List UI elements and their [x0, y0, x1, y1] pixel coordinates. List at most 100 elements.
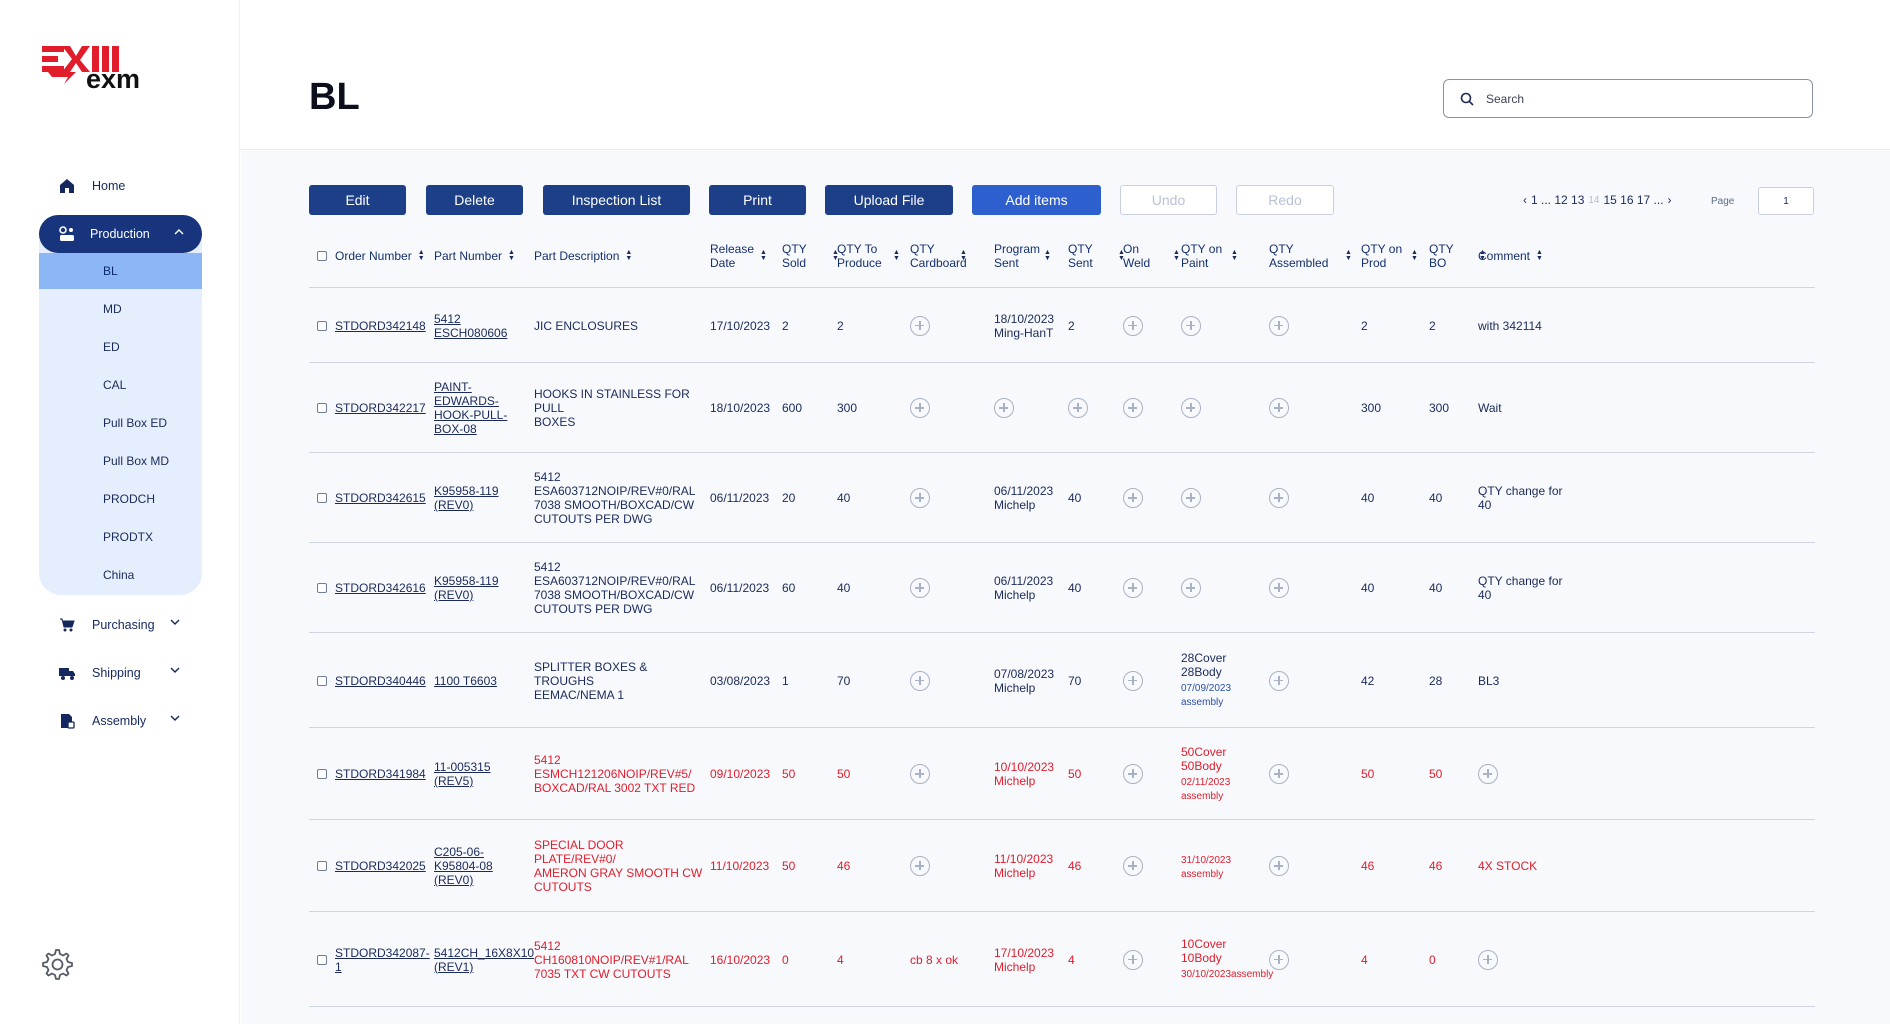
sort-icon[interactable]: ▲ ▼ — [1173, 249, 1180, 262]
part-number-link[interactable]: C205-06-K95804-08 (REV0) — [434, 845, 493, 887]
undo-button[interactable]: Undo — [1120, 185, 1217, 215]
add-circle-icon[interactable] — [1269, 949, 1289, 970]
order-number-link[interactable]: STDORD342217 — [335, 401, 426, 415]
page-links-leading[interactable]: 1 ... 12 13 — [1531, 193, 1585, 207]
nav-assembly[interactable]: Assembly — [58, 710, 180, 732]
table-row[interactable]: STDORD342615 K95958-119 (REV0) 5412 ESA603… — [309, 453, 1815, 543]
table-row[interactable]: STDORD342087-1 5412CH_16X8X10 (REV1) 5412 … — [309, 912, 1815, 1007]
part-number-link[interactable]: 5412CH_16X8X10 (REV1) — [434, 945, 535, 974]
add-circle-icon[interactable] — [910, 856, 930, 876]
add-circle-icon[interactable] — [1123, 578, 1143, 598]
page-number-input[interactable] — [1758, 187, 1814, 215]
add-circle-icon[interactable] — [910, 488, 930, 508]
add-circle-icon[interactable] — [1123, 398, 1143, 418]
add-circle-icon[interactable] — [910, 578, 930, 598]
column-header-program[interactable]: Program Sent ▲ ▼ — [994, 235, 1051, 277]
sidebar-item-ed[interactable]: ED — [103, 340, 120, 354]
sidebar-item-china[interactable]: China — [103, 568, 135, 582]
add-circle-icon[interactable] — [1269, 856, 1289, 876]
table-row[interactable]: STDORD341984 11-005315 (REV5) 5412 ESMCH12… — [309, 728, 1815, 820]
add-circle-icon[interactable] — [994, 398, 1014, 418]
nav-purchasing[interactable]: Purchasing — [58, 614, 180, 636]
gear-icon[interactable] — [38, 946, 74, 982]
sidebar-item-pull-box-ed[interactable]: Pull Box ED — [103, 416, 168, 430]
select-all-checkbox[interactable] — [317, 251, 327, 261]
order-number-link[interactable]: STDORD340446 — [335, 673, 426, 688]
page-links-trailing[interactable]: 15 16 17 ... — [1603, 193, 1664, 207]
sort-icon[interactable]: ▲ ▼ — [1536, 249, 1543, 262]
part-number-link[interactable]: 1100 T6603 — [434, 673, 497, 688]
sort-icon[interactable]: ▲ ▼ — [832, 249, 839, 262]
add-circle-icon[interactable] — [1123, 315, 1143, 336]
part-number-link[interactable]: PAINT-EDWARDS- HOOK-PULL- BOX-08 — [434, 380, 508, 436]
sort-icon[interactable]: ▲ ▼ — [1411, 249, 1418, 262]
column-header-bo[interactable]: QTY BO ▲ ▼ — [1429, 235, 1486, 277]
column-header-part[interactable]: Part Number ▲ ▼ — [434, 235, 515, 277]
add-circle-icon[interactable] — [1478, 949, 1498, 970]
add-circle-icon[interactable] — [1181, 488, 1201, 508]
row-checkbox[interactable] — [317, 320, 327, 331]
search-input[interactable] — [1486, 91, 1786, 106]
sort-icon[interactable]: ▲ ▼ — [1231, 249, 1238, 262]
column-header-comment[interactable]: Comment ▲ ▼ — [1478, 235, 1543, 277]
sort-icon[interactable]: ▲ ▼ — [960, 249, 967, 262]
order-number-link[interactable]: STDORD342148 — [335, 318, 426, 333]
column-header-weld[interactable]: On Weld ▲ ▼ — [1123, 235, 1180, 277]
order-number-link[interactable]: STDORD342615 — [335, 491, 426, 505]
nav-shipping[interactable]: Shipping — [58, 662, 180, 684]
sort-icon[interactable]: ▲ ▼ — [508, 249, 515, 262]
add-circle-icon[interactable] — [1269, 578, 1289, 598]
column-header-desc[interactable]: Part Description ▲ ▼ — [534, 235, 632, 277]
add-circle-icon[interactable] — [1269, 670, 1289, 691]
add-circle-icon[interactable] — [910, 315, 930, 336]
column-header-sent[interactable]: QTY Sent ▲ ▼ — [1068, 235, 1125, 277]
column-header-prod[interactable]: QTY on Prod ▲ ▼ — [1361, 235, 1418, 277]
print-button[interactable]: Print — [709, 185, 806, 215]
next-page-button[interactable]: › — [1667, 193, 1672, 207]
sort-icon[interactable]: ▲ ▼ — [760, 249, 767, 262]
part-number-link[interactable]: K95958-119 (REV0) — [434, 484, 499, 512]
column-header-produce[interactable]: QTY To Produce ▲ ▼ — [837, 235, 900, 277]
add-circle-icon[interactable] — [910, 670, 930, 691]
add-circle-icon[interactable] — [1269, 398, 1289, 418]
order-number-link[interactable]: STDORD342025 — [335, 859, 426, 873]
order-number-link[interactable]: STDORD342616 — [335, 581, 426, 595]
add-circle-icon[interactable] — [1123, 856, 1143, 876]
add-circle-icon[interactable] — [1181, 578, 1201, 598]
add-items-button[interactable]: Add items — [972, 185, 1101, 215]
nav-production[interactable]: Production — [39, 215, 202, 253]
prev-page-button[interactable]: ‹ — [1523, 193, 1527, 207]
add-circle-icon[interactable] — [1123, 764, 1143, 784]
add-circle-icon[interactable] — [1068, 398, 1088, 418]
redo-button[interactable]: Redo — [1236, 185, 1334, 215]
table-row[interactable]: STDORD340446 1100 T6603 SPLITTER BOXES & T… — [309, 633, 1815, 728]
order-number-link[interactable]: STDORD341984 — [335, 767, 426, 781]
edit-button[interactable]: Edit — [309, 185, 406, 215]
add-circle-icon[interactable] — [1123, 949, 1143, 970]
delete-button[interactable]: Delete — [426, 185, 523, 215]
table-row[interactable]: STDORD342217 PAINT-EDWARDS- HOOK-PULL- BO… — [309, 363, 1815, 453]
add-circle-icon[interactable] — [1181, 315, 1201, 336]
order-number-link[interactable]: STDORD342087-1 — [335, 945, 430, 974]
inspection-list-button[interactable]: Inspection List — [543, 185, 690, 215]
sort-icon[interactable]: ▲ ▼ — [1118, 249, 1125, 262]
sort-icon[interactable]: ▲ ▼ — [625, 249, 633, 262]
sidebar-item-pull-box-md[interactable]: Pull Box MD — [103, 454, 170, 468]
part-number-link[interactable]: 5412 ESCH080606 — [434, 311, 508, 340]
table-row[interactable]: STDORD342025 C205-06-K95804-08 (REV0) SPEC… — [309, 820, 1815, 912]
part-number-link[interactable]: 11-005315 (REV5) — [434, 760, 491, 788]
sort-icon[interactable]: ▲ ▼ — [893, 249, 900, 262]
add-circle-icon[interactable] — [1269, 315, 1289, 336]
row-checkbox[interactable] — [317, 954, 327, 965]
add-circle-icon[interactable] — [910, 398, 930, 418]
add-circle-icon[interactable] — [1123, 488, 1143, 508]
search-box[interactable] — [1443, 79, 1813, 118]
add-circle-icon[interactable] — [1123, 670, 1143, 691]
sort-icon[interactable]: ▲ ▼ — [417, 249, 425, 262]
row-checkbox[interactable] — [317, 403, 327, 413]
sidebar-item-prodtx[interactable]: PRODTX — [103, 530, 154, 544]
sort-icon[interactable]: ▲ ▼ — [1044, 249, 1051, 262]
row-checkbox[interactable] — [317, 861, 327, 871]
sidebar-item-prodch[interactable]: PRODCH — [103, 492, 156, 506]
sidebar-item-bl[interactable]: BL — [39, 253, 202, 289]
